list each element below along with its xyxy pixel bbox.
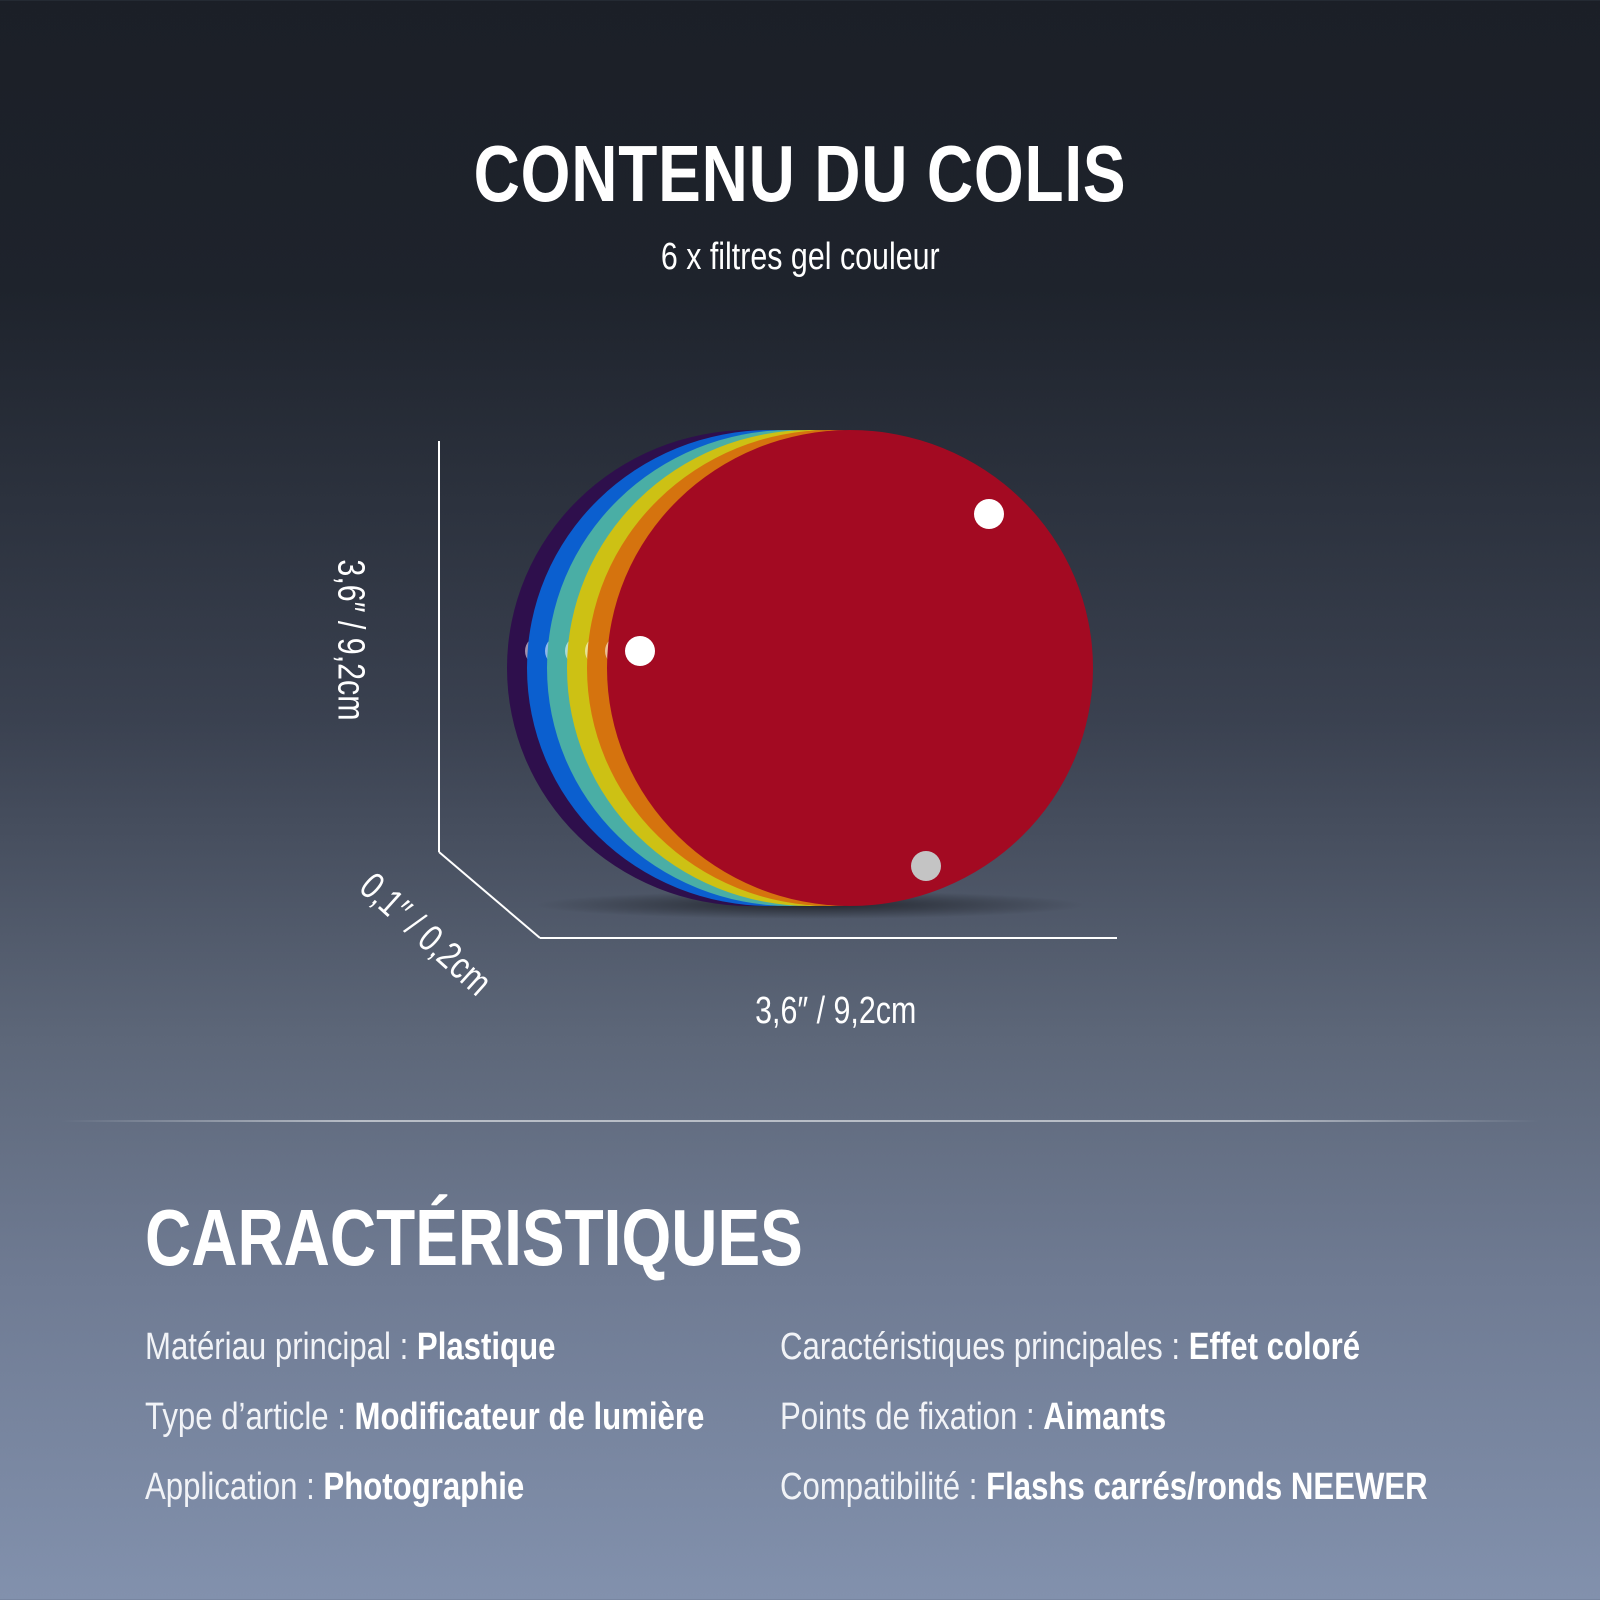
feature-item: Compatibilité : Flashs carrés/ronds NEEW…: [780, 1466, 1428, 1508]
gel-filter-disc: [607, 430, 1093, 906]
magnet-icon: [911, 851, 941, 881]
feature-item: Matériau principal : Plastique: [145, 1326, 556, 1368]
features-title: CARACTÉRISTIQUES: [145, 1193, 803, 1282]
feature-item: Points de fixation : Aimants: [780, 1396, 1167, 1438]
page-title: CONTENU DU COLIS: [473, 129, 1127, 218]
magnet-icon: [974, 499, 1004, 529]
width-dimension-label: 3,6″ / 9,2cm: [755, 990, 917, 1032]
product-illustration: [438, 430, 1093, 939]
feature-item: Application : Photographie: [145, 1466, 525, 1508]
magnet-icon: [625, 636, 655, 666]
feature-item: Caractéristiques principales : Effet col…: [780, 1326, 1361, 1368]
depth-dimension-line: [438, 851, 541, 939]
section-divider: [60, 1120, 1540, 1122]
page-subtitle: 6 x filtres gel couleur: [660, 236, 940, 278]
feature-item: Type d’article : Modificateur de lumière: [145, 1396, 705, 1438]
height-dimension-label: 3,6″ / 9,2cm: [329, 559, 372, 721]
